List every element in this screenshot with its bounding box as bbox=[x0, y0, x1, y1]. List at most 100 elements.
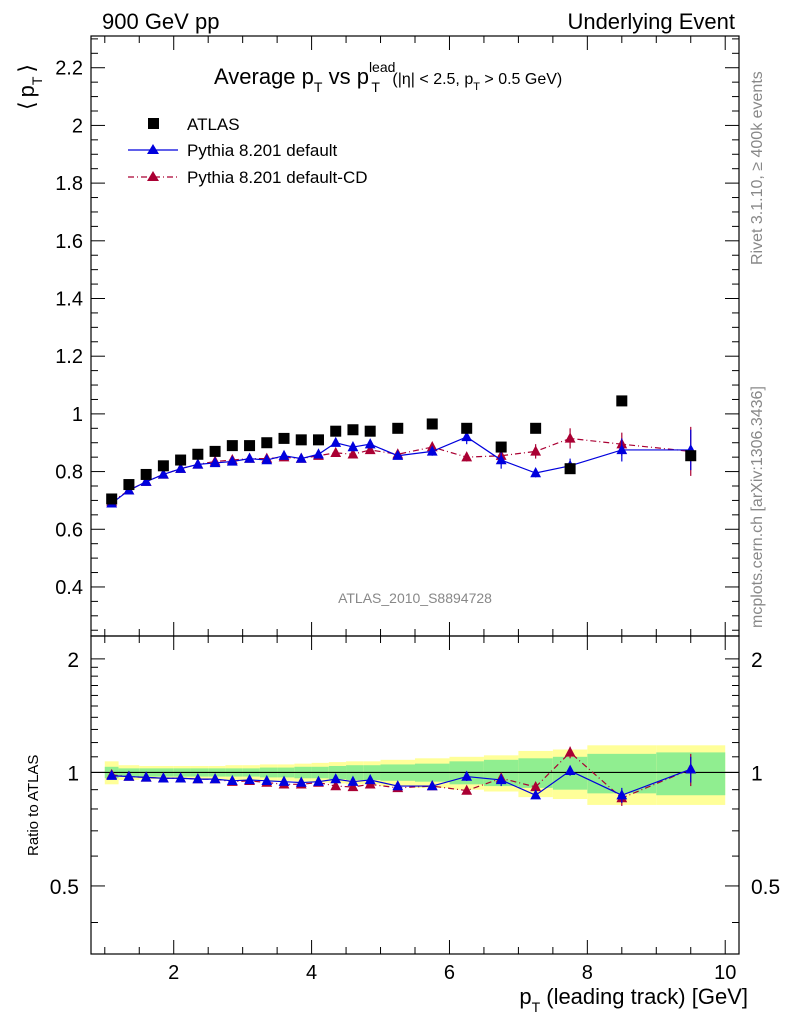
y-tick-label: 1 bbox=[72, 404, 83, 426]
default-point bbox=[226, 455, 238, 466]
default-ratio-point bbox=[530, 789, 542, 800]
ratio-y-tick-label: 1 bbox=[751, 762, 763, 785]
atlas-point bbox=[123, 479, 135, 491]
legend-marker-default bbox=[147, 144, 159, 154]
default-ratio-point bbox=[295, 776, 307, 787]
default-point bbox=[347, 441, 359, 452]
default-ratio-point bbox=[461, 770, 473, 781]
cd-ratio-point bbox=[347, 780, 359, 792]
default-ratio-point bbox=[495, 773, 507, 785]
y-tick-label: 2.2 bbox=[55, 58, 83, 80]
default-point bbox=[364, 438, 376, 449]
ratio-y-tick-label: 1 bbox=[67, 762, 79, 785]
atlas-point bbox=[175, 454, 187, 466]
default-ratio-point bbox=[564, 764, 576, 775]
default-ratio-point bbox=[347, 775, 359, 786]
atlas-point bbox=[140, 468, 152, 480]
main-y-label: ⟨pT⟩ bbox=[14, 64, 45, 110]
default-ratio-point bbox=[685, 763, 697, 774]
rivet-label: Rivet 3.1.10, ≥ 400k events bbox=[749, 71, 766, 265]
default-ratio-point bbox=[330, 773, 342, 784]
default-ratio-point bbox=[616, 789, 628, 800]
default-point bbox=[261, 454, 273, 465]
default-ratio-point bbox=[157, 772, 169, 783]
default-ratio-point bbox=[192, 773, 204, 784]
default-point bbox=[461, 430, 473, 442]
cd-point bbox=[564, 432, 576, 443]
main-panel: 0.4 0.6 0.8 1 1.2 1.4 1.6 1.8 2 2.2 Average pT vs… bbox=[14, 35, 740, 637]
atlas-point bbox=[685, 450, 697, 462]
default-point bbox=[157, 468, 169, 479]
default-point bbox=[278, 449, 290, 460]
header-right: Underlying Event bbox=[567, 9, 735, 34]
default-ratio-point bbox=[209, 773, 221, 784]
default-point bbox=[330, 436, 342, 447]
default-ratio-point bbox=[392, 780, 404, 791]
x-tick-label: 2 bbox=[168, 962, 179, 984]
atlas-point bbox=[564, 463, 576, 475]
plot-title: Average pT vs plead T (|η| < 2.5, pT > 0.… bbox=[214, 59, 562, 95]
ratio-series-layer bbox=[106, 746, 697, 806]
x-axis-label: pT (leading track) [GeV] bbox=[519, 984, 748, 1015]
atlas-point bbox=[392, 422, 404, 434]
atlas-point bbox=[261, 437, 273, 449]
header-left: 900 GeV pp bbox=[102, 9, 219, 34]
atlas-point bbox=[192, 448, 204, 460]
atlas-point bbox=[157, 460, 169, 472]
atlas-point bbox=[347, 424, 359, 436]
legend-item-default: Pythia 8.201 default bbox=[128, 141, 338, 160]
cd-point bbox=[530, 445, 542, 456]
y-tick-label: 2 bbox=[72, 115, 83, 137]
cd-ratio-point bbox=[530, 780, 542, 792]
legend-item-cd: Pythia 8.201 default-CD bbox=[128, 168, 368, 187]
default-point bbox=[295, 452, 307, 463]
default-ratio-point bbox=[278, 775, 290, 786]
cd-point bbox=[347, 448, 359, 459]
legend-label-default: Pythia 8.201 default bbox=[187, 141, 338, 160]
legend-label-atlas: ATLAS bbox=[187, 115, 240, 134]
default-point bbox=[616, 443, 628, 455]
default-point bbox=[392, 449, 404, 460]
x-tick-label: 6 bbox=[444, 962, 455, 984]
default-ratio-point bbox=[140, 771, 152, 782]
cd-line bbox=[111, 437, 691, 503]
ratio-axis-ticks: 0.5 0.5 1 1 2 2 bbox=[50, 636, 780, 954]
default-ratio-point bbox=[313, 775, 324, 786]
atlas-point bbox=[226, 440, 238, 452]
y-tick-label: 0.4 bbox=[55, 577, 83, 599]
cd-ratio-point bbox=[564, 746, 576, 757]
cd-ratio-point bbox=[461, 784, 473, 795]
ratio-y-tick-label: 2 bbox=[751, 649, 763, 672]
main-series-layer bbox=[106, 395, 697, 508]
default-ratio-point bbox=[244, 773, 255, 785]
y-tick-label: 1.2 bbox=[55, 346, 83, 368]
ratio-y-tick-label: 0.5 bbox=[751, 876, 780, 899]
legend-marker-atlas bbox=[148, 118, 159, 129]
atlas-point bbox=[106, 493, 118, 505]
atlas-point bbox=[426, 418, 438, 430]
default-point bbox=[140, 475, 152, 486]
legend-marker-cd bbox=[147, 171, 159, 181]
atlas-point bbox=[330, 425, 342, 437]
default-point bbox=[244, 452, 255, 463]
legend-label-cd: Pythia 8.201 default-CD bbox=[187, 168, 368, 187]
ratio-y-label: Ratio to ATLAS bbox=[25, 755, 42, 856]
default-ratio-point bbox=[226, 774, 238, 786]
default-point bbox=[209, 456, 221, 468]
default-line bbox=[111, 436, 691, 504]
atlas-point bbox=[530, 422, 542, 434]
default-point bbox=[192, 458, 204, 469]
atlas-point bbox=[495, 441, 507, 453]
ratio-frame bbox=[90, 635, 740, 955]
default-point bbox=[495, 454, 507, 465]
atlas-point bbox=[312, 434, 324, 446]
default-point bbox=[426, 445, 438, 456]
y-tick-label: 0.6 bbox=[55, 519, 83, 541]
default-point bbox=[313, 448, 324, 459]
y-tick-label: 1.8 bbox=[55, 173, 83, 195]
default-ratio-point bbox=[426, 780, 438, 791]
cd-point bbox=[461, 451, 473, 462]
x-tick-label: 8 bbox=[582, 962, 593, 984]
cd-ratio-point bbox=[330, 780, 342, 791]
cd-point bbox=[330, 446, 342, 458]
